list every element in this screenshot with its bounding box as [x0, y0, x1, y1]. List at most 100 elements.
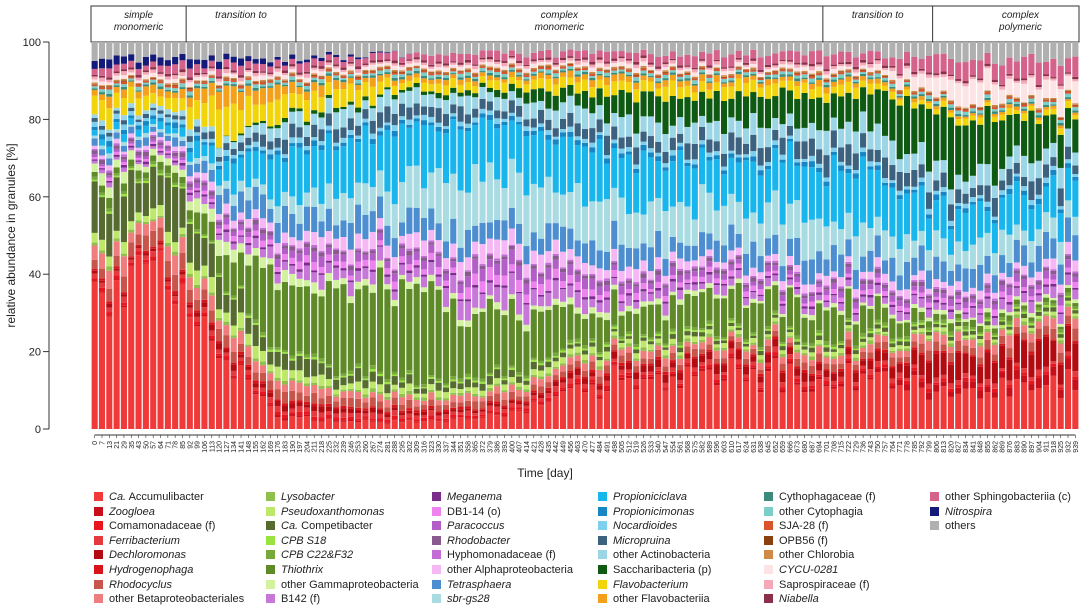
bar-segment — [575, 59, 581, 61]
bar-segment — [465, 419, 471, 420]
bar-segment — [633, 309, 639, 314]
bar-segment — [238, 66, 244, 75]
bar-segment — [121, 142, 127, 146]
bar-segment — [399, 394, 405, 397]
bar-segment — [509, 245, 515, 246]
bar-segment — [216, 88, 222, 90]
bar-segment — [92, 88, 98, 89]
bar-segment — [736, 334, 742, 337]
bar-segment — [692, 92, 698, 100]
bar-segment — [340, 237, 346, 250]
bar-segment — [458, 126, 464, 130]
bar-segment — [377, 374, 383, 376]
bar-segment — [253, 84, 259, 88]
bar-segment — [531, 288, 537, 289]
bar-segment — [509, 70, 515, 72]
bar-segment — [479, 62, 485, 64]
phase-label: simple — [124, 10, 153, 21]
bar-segment — [809, 70, 815, 73]
bar-segment — [289, 361, 295, 371]
bar-segment — [640, 273, 646, 278]
bar-segment — [370, 270, 376, 272]
bar-segment — [370, 139, 376, 144]
bar-segment — [750, 286, 756, 291]
bar-segment — [187, 88, 193, 89]
bar-segment — [823, 155, 829, 177]
bar-segment — [933, 378, 939, 383]
bar-segment — [589, 341, 595, 342]
bar-segment — [545, 223, 551, 251]
bar-segment — [348, 296, 354, 303]
bar-segment — [340, 374, 346, 376]
bar-segment — [662, 80, 668, 86]
bar-segment — [179, 80, 185, 81]
bar-segment — [414, 115, 420, 118]
bar-segment — [348, 266, 354, 271]
bar-segment — [245, 86, 251, 96]
bar-segment — [545, 42, 551, 50]
bar-segment — [311, 65, 317, 67]
bar-segment — [143, 260, 149, 263]
bar-segment — [750, 276, 756, 278]
bar-segment — [136, 83, 142, 84]
bar-segment — [509, 72, 515, 77]
bar-segment — [318, 237, 324, 251]
bar-segment — [121, 69, 127, 71]
bar-segment — [619, 138, 625, 149]
bar-segment — [582, 42, 588, 50]
bar-segment — [523, 413, 529, 429]
bar-segment — [370, 71, 376, 73]
bar-segment — [458, 293, 464, 299]
bar-segment — [802, 389, 808, 392]
bar-segment — [209, 336, 215, 339]
bar-segment — [157, 148, 163, 151]
bar-segment — [662, 75, 668, 78]
bar-segment — [392, 42, 398, 51]
bar-segment — [882, 364, 888, 367]
bar-segment — [611, 335, 617, 338]
bar-segment — [750, 354, 756, 356]
bar-segment — [179, 270, 185, 272]
bar-segment — [245, 68, 251, 70]
bar-segment — [238, 288, 244, 312]
bar-segment — [143, 178, 149, 181]
bar-segment — [567, 354, 573, 357]
bar-segment — [560, 272, 566, 281]
bar-segment — [136, 246, 142, 248]
bar-segment — [106, 304, 112, 308]
bar-segment — [494, 90, 500, 97]
bar-segment — [926, 93, 932, 94]
bar-segment — [245, 152, 251, 188]
bar-segment — [831, 387, 837, 389]
bar-segment — [611, 51, 617, 58]
bar-segment — [150, 167, 156, 209]
bar-segment — [223, 349, 229, 353]
bar-segment — [260, 147, 266, 151]
bar-segment — [275, 415, 281, 417]
bar-segment — [823, 371, 829, 378]
bar-segment — [538, 127, 544, 131]
bar-segment — [509, 100, 515, 113]
bar-segment — [919, 312, 925, 320]
bar-segment — [787, 266, 793, 270]
bar-segment — [340, 262, 346, 268]
bar-segment — [516, 390, 522, 396]
bar-segment — [567, 42, 573, 50]
bar-segment — [743, 42, 749, 55]
bar-segment — [348, 42, 354, 54]
bar-segment — [282, 262, 288, 270]
bar-segment — [553, 193, 559, 224]
bar-segment — [231, 82, 237, 84]
bar-segment — [736, 91, 742, 121]
bar-segment — [275, 290, 281, 347]
bar-segment — [926, 318, 932, 322]
bar-segment — [509, 366, 515, 368]
bar-segment — [392, 114, 398, 125]
bar-segment — [714, 347, 720, 350]
bar-segment — [919, 100, 925, 104]
bar-segment — [582, 147, 588, 207]
bar-segment — [165, 151, 171, 153]
bar-segment — [662, 72, 668, 73]
bar-segment — [721, 375, 727, 378]
bar-segment — [114, 114, 120, 119]
